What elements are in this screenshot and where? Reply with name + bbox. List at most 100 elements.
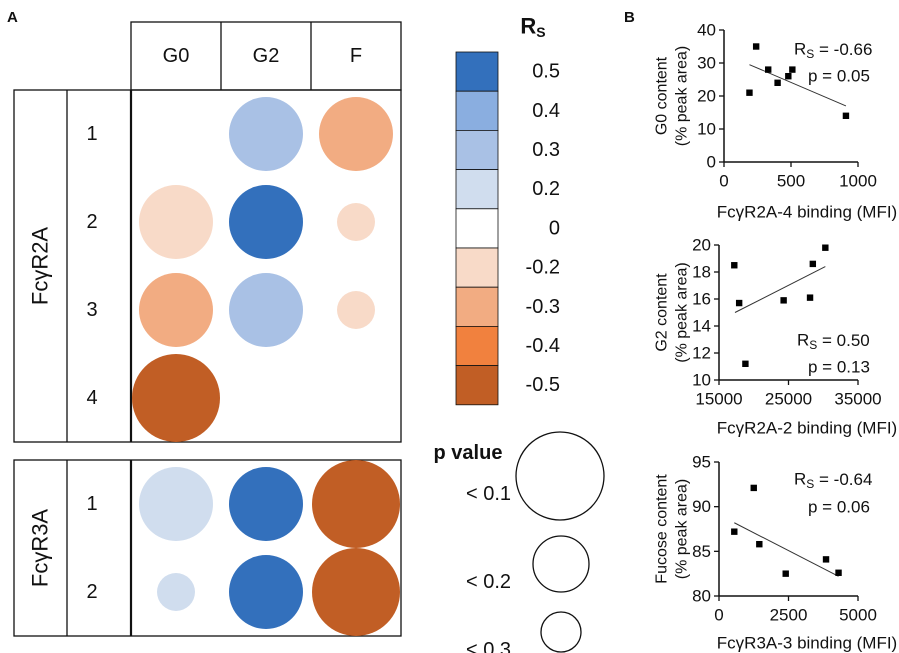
- bubble-g0-g0-r2: [139, 273, 213, 347]
- x-axis-label: FcγR2A-2 binding (MFI): [717, 419, 897, 438]
- color-legend-label: -0.5: [526, 374, 560, 396]
- scatter-plot-1: 0 10 20 30 40 0 500 1000 FcγR2A-4 binding (MFI) G…: [654, 21, 898, 222]
- panel-letter-a: A: [7, 9, 18, 26]
- row-group-frame: [13, 459, 402, 637]
- y-tick-label: 20: [692, 236, 711, 255]
- x-axis-label: FcγR2A-4 binding (MFI): [717, 203, 897, 222]
- row-label-4: 4: [86, 387, 97, 409]
- x-tick-label: 15000: [695, 390, 742, 409]
- y-tick-label: 10: [697, 120, 716, 139]
- regression-line: [734, 266, 826, 313]
- color-legend-swatch: [455, 169, 499, 210]
- color-legend-label: -0.4: [526, 335, 560, 357]
- size-legend-circle: [532, 535, 590, 593]
- color-legend-swatch: [455, 90, 499, 131]
- y-axis-label-line2: (% peak area): [674, 46, 691, 147]
- bubble-g2-g0-r1: [229, 185, 303, 259]
- data-point: [842, 112, 850, 119]
- size-legend-circle: [540, 611, 582, 653]
- data-point: [731, 528, 738, 535]
- bubble-f-g0-r0: [319, 97, 393, 171]
- row-label-1: 1: [86, 493, 97, 515]
- y-axis-label-line1: G2 content: [654, 273, 671, 352]
- bubble-g0-g1-r1: [157, 573, 195, 611]
- y-tick-label: 18: [692, 263, 711, 282]
- color-legend-swatch: [455, 325, 499, 366]
- y-tick-label: 0: [707, 153, 716, 172]
- x-tick-label: 25000: [765, 390, 812, 409]
- data-point: [735, 299, 743, 307]
- x-tick-label: 1000: [839, 172, 877, 191]
- p-value-statistic: p = 0.05: [808, 67, 870, 86]
- y-axis-label-line1: Fucose content: [654, 474, 671, 584]
- x-tick-label: 35000: [834, 390, 881, 409]
- color-legend-label: -0.2: [526, 257, 560, 279]
- y-tick-label: 20: [697, 87, 716, 106]
- color-legend-swatch: [455, 286, 499, 327]
- data-point: [746, 89, 753, 96]
- bubble-g2-g0-r0: [229, 97, 303, 171]
- size-legend-label: < 0.1: [466, 483, 511, 505]
- y-tick-label: 14: [692, 317, 711, 336]
- size-legend-label: < 0.3: [466, 639, 511, 653]
- bubble-f-g0-r1: [337, 203, 375, 241]
- row-group-label: FcγR3A: [28, 509, 53, 588]
- color-legend-label: 0: [549, 217, 560, 239]
- bubble-g0-g0-r3: [132, 354, 220, 442]
- color-legend-title: RS: [520, 14, 545, 41]
- y-axis-label-line1: G0 content: [654, 56, 671, 135]
- y-axis-label-line2: (% peak area): [674, 262, 691, 363]
- y-tick-label: 10: [692, 371, 711, 390]
- data-point: [835, 569, 842, 576]
- y-tick-label: 30: [697, 54, 716, 73]
- column-header-g2: G2: [253, 45, 280, 67]
- color-legend-swatch: [455, 365, 499, 406]
- y-tick-label: 95: [692, 453, 711, 472]
- data-point: [780, 297, 787, 304]
- row-label-3: 3: [86, 299, 97, 321]
- size-legend-label: < 0.2: [466, 571, 511, 593]
- y-tick-label: 40: [697, 21, 716, 40]
- color-legend-swatch: [455, 129, 499, 170]
- data-point: [774, 79, 781, 86]
- regression-line: [734, 522, 839, 577]
- color-legend-label: 0.5: [532, 61, 560, 83]
- data-point: [822, 244, 829, 251]
- color-legend-label: 0.3: [532, 139, 560, 161]
- bubble-g2-g1-r0: [229, 467, 303, 541]
- bubble-g0-g0-r1: [139, 185, 213, 259]
- bubble-g2-g0-r2: [229, 273, 303, 347]
- bubble-f-g0-r2: [337, 291, 375, 329]
- rs-statistic: RS = -0.66: [794, 40, 872, 62]
- bubble-f-g1-r1: [312, 548, 400, 636]
- size-legend-title: p value: [434, 442, 503, 464]
- data-point: [765, 66, 772, 73]
- color-legend-swatch: [455, 247, 499, 288]
- x-tick-label: 0: [714, 606, 723, 625]
- data-point: [750, 484, 757, 492]
- x-tick-label: 500: [777, 172, 805, 191]
- scatter-plot-3: 80 85 90 95 0 2500 5000 FcγR3A-3 binding (MFI) F…: [654, 453, 898, 653]
- x-tick-label: 0: [719, 172, 728, 191]
- y-tick-label: 85: [692, 542, 711, 561]
- x-tick-label: 5000: [839, 606, 877, 625]
- data-point: [782, 570, 789, 577]
- p-value-statistic: p = 0.06: [808, 498, 870, 517]
- row-group-frame: [13, 89, 402, 443]
- bubble-g2-g1-r1: [229, 555, 303, 629]
- data-point: [822, 556, 830, 563]
- y-tick-label: 90: [692, 497, 711, 516]
- y-tick-label: 12: [692, 344, 711, 363]
- data-point: [809, 260, 817, 268]
- data-point: [785, 73, 792, 80]
- data-point: [752, 43, 760, 50]
- size-legend-circle: [515, 431, 605, 521]
- x-axis-label: FcγR3A-3 binding (MFI): [717, 634, 897, 653]
- color-legend-label: 0.2: [532, 178, 560, 200]
- x-tick-label: 2500: [770, 606, 808, 625]
- data-point: [756, 540, 763, 548]
- row-label-2: 2: [86, 211, 97, 233]
- data-point: [806, 294, 814, 301]
- color-legend-label: 0.4: [532, 100, 560, 122]
